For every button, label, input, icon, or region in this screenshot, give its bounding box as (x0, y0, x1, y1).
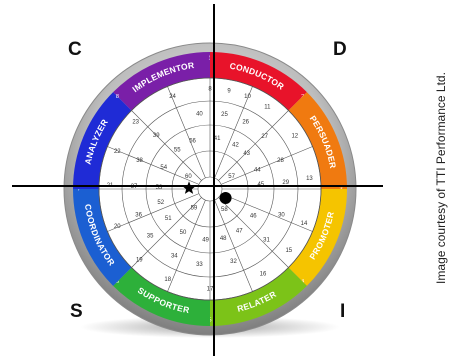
cell-number: 57 (228, 174, 235, 180)
cell-number: 40 (196, 111, 203, 117)
grid-spoke (131, 197, 202, 268)
cell-number: 11 (264, 105, 271, 111)
dot-marker (219, 192, 232, 204)
grid-spoke (218, 110, 289, 181)
cell-number: 41 (214, 136, 221, 142)
cell-number: 58 (221, 207, 228, 213)
cell-number: 10 (244, 94, 251, 100)
style-sector-coordinator (73, 189, 132, 286)
cell-number: 9 (227, 88, 231, 94)
grid-spoke (167, 86, 206, 179)
cell-number: 15 (285, 248, 292, 254)
cell-number: 52 (157, 200, 164, 206)
cell-number: 39 (153, 133, 160, 139)
grid-spoke (220, 146, 313, 185)
cell-number: 20 (114, 224, 121, 230)
style-sector-promoter (288, 189, 347, 286)
cell-number: 22 (114, 149, 121, 155)
star-marker (182, 181, 196, 194)
cell-number: 25 (221, 112, 228, 118)
cell-number: 34 (171, 254, 178, 260)
cell-number: 38 (136, 158, 143, 164)
quadrant-label-d: D (333, 39, 347, 60)
cell-number: 33 (196, 262, 203, 268)
grid-spoke (107, 146, 200, 185)
cell-number: 13 (306, 176, 313, 182)
cell-number: 56 (189, 139, 196, 145)
cell-number: 32 (230, 259, 237, 265)
grid-spoke (131, 110, 202, 181)
grid-spoke (167, 199, 206, 292)
cell-number: 17 (207, 287, 214, 293)
cell-number: 8 (208, 87, 212, 93)
style-sector-implementor (113, 52, 210, 111)
cell-number: 29 (282, 180, 289, 186)
style-sector-conductor (210, 52, 307, 111)
cell-number: 30 (278, 213, 285, 219)
quadrant-label-s: S (70, 301, 83, 322)
quadrant-label-c: C (68, 39, 82, 60)
cell-number: 28 (277, 158, 284, 164)
cell-number: 50 (180, 230, 187, 236)
cell-number: 60 (185, 174, 192, 180)
cell-number: 51 (165, 216, 172, 222)
cell-number: 49 (202, 237, 209, 243)
cell-number: 18 (164, 277, 171, 283)
cell-number: 31 (263, 237, 270, 243)
style-sector-supporter (113, 267, 210, 326)
style-sector-persuader (288, 92, 347, 189)
cell-number: 46 (250, 214, 257, 220)
cell-number: 55 (174, 148, 181, 154)
cell-number: 12 (291, 134, 298, 140)
style-sector-analyzer (73, 92, 132, 189)
cell-number: 16 (260, 271, 267, 277)
boundary-number: 8 (116, 94, 119, 100)
cell-number: 24 (169, 94, 176, 100)
cell-number: 14 (301, 221, 308, 227)
cell-number: 23 (132, 120, 139, 126)
cell-number: 59 (191, 206, 198, 212)
cell-number: 19 (136, 257, 143, 263)
quadrant-label-i: I (340, 301, 346, 322)
grid-spoke (214, 199, 253, 292)
cell-number: 44 (254, 167, 261, 173)
grid-spoke (214, 86, 253, 179)
cell-number: 43 (243, 151, 250, 157)
cell-number: 35 (147, 233, 154, 239)
cell-number: 26 (242, 119, 249, 125)
cell-number: 53 (156, 185, 163, 191)
boundary-number: 6 (116, 279, 119, 285)
cell-number: 36 (135, 213, 142, 219)
cell-number: 54 (160, 165, 167, 171)
cell-number: 42 (232, 142, 239, 148)
style-sector-relater (210, 267, 307, 326)
grid-spoke (220, 193, 313, 232)
grid-spoke (218, 197, 289, 268)
cell-number: 27 (261, 134, 268, 140)
image-credit: Image courtesy of TTI Performance Ltd. (434, 72, 448, 284)
cell-number: 48 (220, 236, 227, 242)
boundary-number: 7 (77, 186, 80, 192)
cell-number: 47 (236, 228, 243, 234)
grid-spoke (107, 193, 200, 232)
